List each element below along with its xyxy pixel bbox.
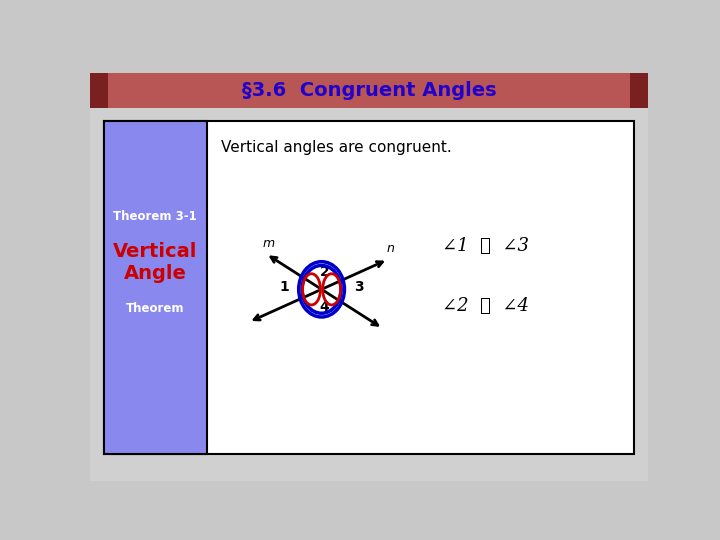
FancyBboxPatch shape	[90, 109, 648, 481]
Text: 4: 4	[320, 300, 329, 314]
Text: n: n	[387, 242, 395, 255]
FancyBboxPatch shape	[104, 121, 634, 454]
Text: 2: 2	[320, 265, 329, 279]
Text: ∠1  ≅  ∠3: ∠1 ≅ ∠3	[441, 237, 528, 255]
Text: 1: 1	[279, 280, 289, 294]
Text: Vertical angles are congruent.: Vertical angles are congruent.	[221, 140, 452, 156]
Text: ∠2  ≅  ∠4: ∠2 ≅ ∠4	[441, 297, 528, 315]
FancyBboxPatch shape	[90, 73, 108, 109]
Text: m: m	[263, 237, 275, 249]
FancyBboxPatch shape	[104, 121, 207, 454]
Text: Vertical
Angle: Vertical Angle	[113, 242, 197, 283]
FancyBboxPatch shape	[90, 73, 648, 109]
Text: Theorem 3-1: Theorem 3-1	[114, 210, 197, 223]
Text: Theorem: Theorem	[126, 301, 184, 314]
Text: §3.6  Congruent Angles: §3.6 Congruent Angles	[242, 82, 496, 100]
FancyBboxPatch shape	[630, 73, 648, 109]
Text: 3: 3	[354, 280, 364, 294]
